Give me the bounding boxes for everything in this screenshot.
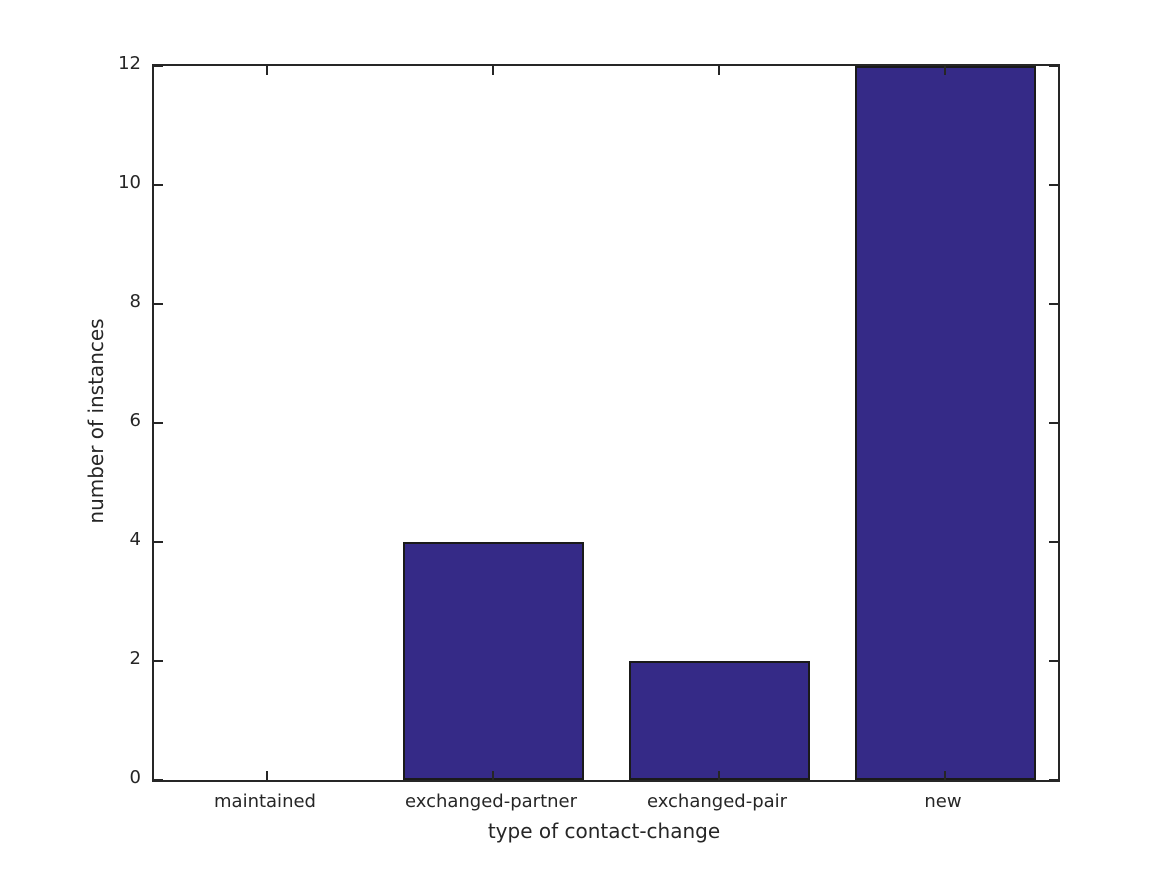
x-tick-mark — [718, 66, 720, 75]
ticks-layer — [154, 65, 1058, 781]
x-tick-mark — [944, 771, 946, 780]
y-tick-label: 4 — [129, 529, 141, 550]
y-tick-mark — [1049, 422, 1058, 424]
y-tick-mark — [154, 660, 163, 662]
y-tick-mark — [1049, 660, 1058, 662]
y-tick-mark — [1049, 184, 1058, 186]
x-tick-mark — [944, 66, 946, 75]
x-tick-mark — [266, 66, 268, 75]
y-tick-mark — [1049, 779, 1058, 781]
y-tick-mark — [154, 422, 163, 424]
x-tick-mark — [492, 66, 494, 75]
y-tick-label: 6 — [129, 410, 141, 431]
y-tick-label: 2 — [129, 648, 141, 669]
y-tick-mark — [1049, 303, 1058, 305]
x-tick-label: exchanged-partner — [404, 791, 578, 812]
y-axis-label: number of instances — [84, 318, 108, 524]
y-tick-mark — [1049, 65, 1058, 67]
y-tick-mark — [154, 65, 163, 67]
x-axis-label: type of contact-change — [487, 819, 721, 843]
y-tick-label: 10 — [118, 172, 141, 193]
plot-area — [152, 64, 1060, 782]
x-tick-mark — [718, 771, 720, 780]
bar-exchanged-partner — [403, 542, 584, 780]
y-tick-label: 8 — [129, 291, 141, 312]
x-tick-label: exchanged-pair — [646, 791, 788, 812]
y-tick-mark — [154, 303, 163, 305]
x-tick-mark — [492, 771, 494, 780]
y-tick-mark — [154, 541, 163, 543]
y-tick-mark — [154, 184, 163, 186]
x-tick-label: maintained — [214, 791, 316, 812]
y-tick-label: 0 — [129, 767, 141, 788]
y-tick-mark — [154, 779, 163, 781]
y-tick-mark — [1049, 541, 1058, 543]
bar-exchanged-pair — [629, 661, 810, 780]
y-tick-label: 12 — [118, 53, 141, 74]
x-tick-label: new — [924, 791, 962, 812]
x-tick-mark — [266, 771, 268, 780]
